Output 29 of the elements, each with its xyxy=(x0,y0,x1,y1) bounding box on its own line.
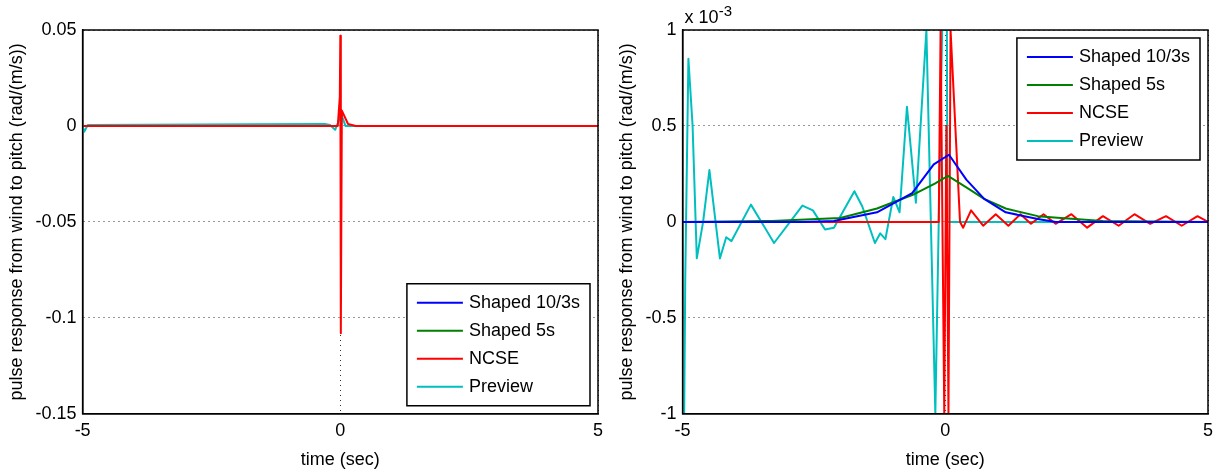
y-tick-label: 1 xyxy=(666,18,677,39)
legend-label: Shaped 5s xyxy=(1078,73,1165,94)
x-tick-label: 5 xyxy=(592,419,604,440)
x-tick-label: 0 xyxy=(940,419,951,440)
legend-label: Shaped 10/3s xyxy=(468,291,580,312)
legend-label: Preview xyxy=(468,375,534,396)
x-tick-label: 5 xyxy=(1202,419,1214,440)
y-tick-label: 0.05 xyxy=(41,18,77,39)
x-tick-label: 0 xyxy=(335,419,346,440)
x-axis-title: time (sec) xyxy=(300,449,380,470)
x-axis-title: time (sec) xyxy=(905,449,985,470)
y-tick-label: -0.05 xyxy=(35,210,77,231)
y-axis-title: pulse response from wind to pitch (rad/(m/s)) xyxy=(5,43,26,401)
legend-label: NCSE xyxy=(1078,101,1129,122)
y-tick-label: 0 xyxy=(666,210,677,231)
legend-label: Preview xyxy=(1078,129,1144,150)
legend-label: Shaped 5s xyxy=(468,319,555,340)
legend-label: Shaped 10/3s xyxy=(1078,45,1190,66)
legend-label: NCSE xyxy=(468,347,519,368)
text: x 10$^{-3}$ xyxy=(684,2,732,28)
y-tick-label: -0.5 xyxy=(645,306,677,327)
y-axis-title: pulse response from wind to pitch (rad/(m/s)) xyxy=(615,43,636,401)
x-tick-label: -5 xyxy=(74,419,91,440)
y-tick-label: 0.5 xyxy=(651,114,677,135)
x-tick-label: -5 xyxy=(674,419,691,440)
y-tick-label: -0.15 xyxy=(35,402,77,423)
y-tick-label: 0 xyxy=(66,114,77,135)
y-tick-label: -0.1 xyxy=(45,306,77,327)
y-tick-label: -1 xyxy=(660,402,677,423)
